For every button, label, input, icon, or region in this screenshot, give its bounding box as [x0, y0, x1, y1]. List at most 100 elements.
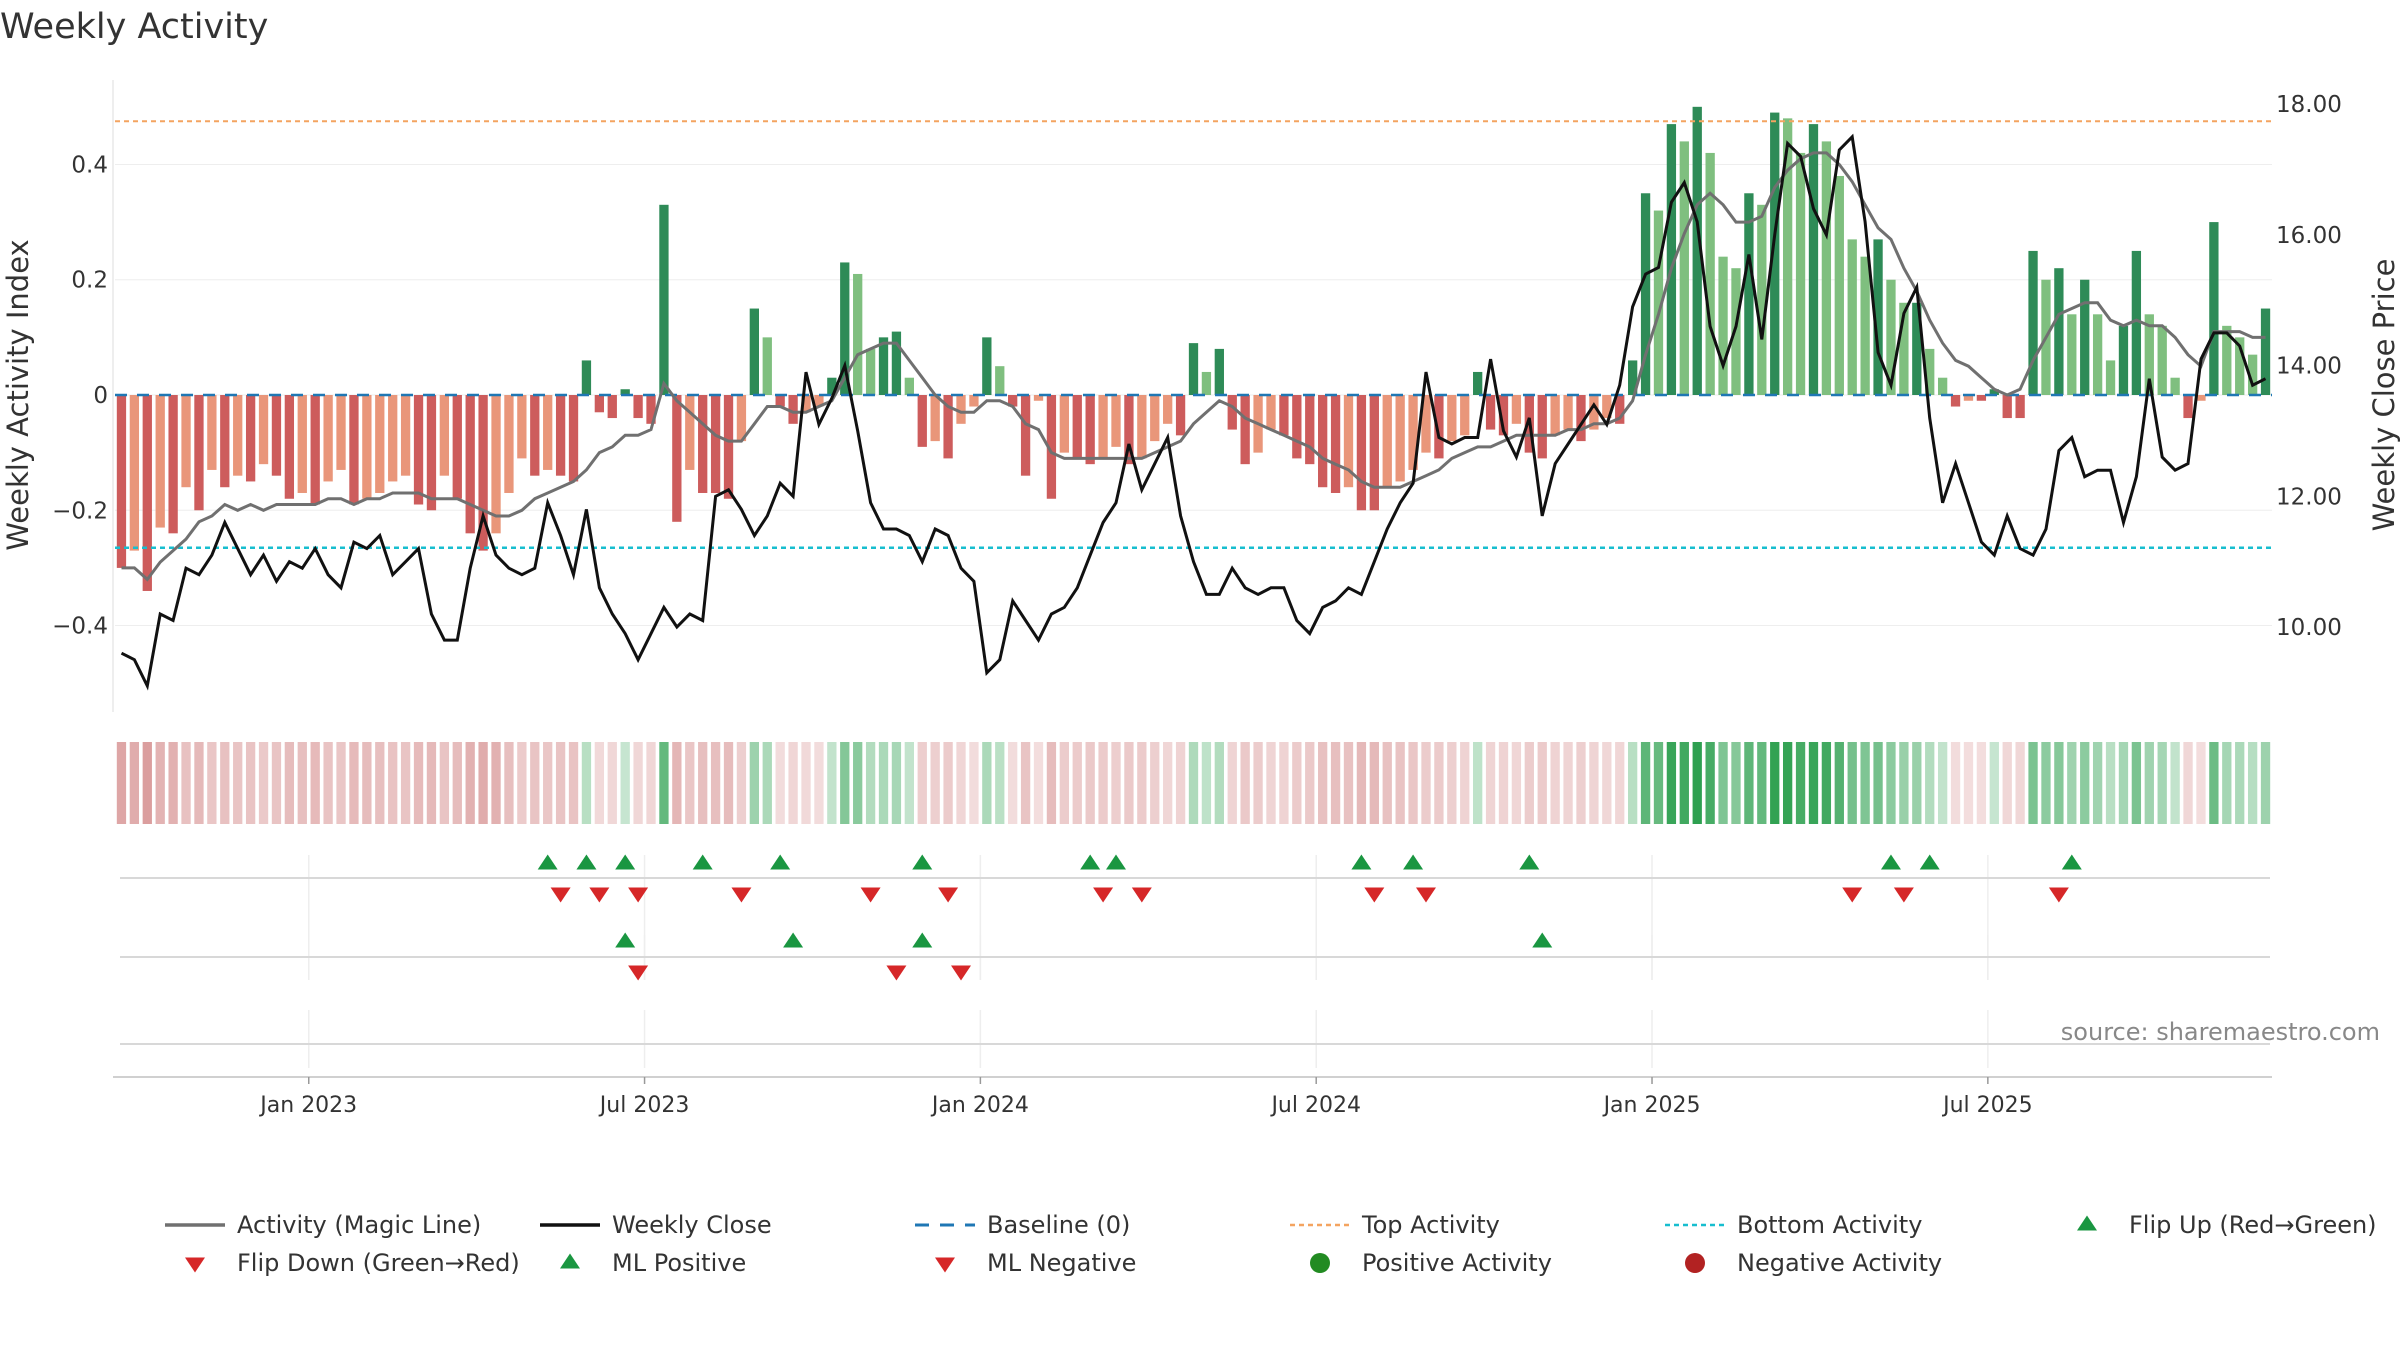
activity-bar: [2002, 395, 2012, 419]
heat-cell: [865, 742, 876, 824]
heat-cell: [904, 742, 914, 824]
activity-bar: [1447, 395, 1457, 442]
activity-bar: [1937, 377, 1948, 395]
legend-label: Bottom Activity: [1737, 1211, 1922, 1239]
activity-bar: [375, 395, 385, 493]
activity-bar: [1343, 395, 1354, 488]
heat-cell: [1950, 742, 1961, 824]
heat-cell: [1473, 742, 1483, 824]
heat-cell: [1615, 742, 1625, 824]
heat-cell: [1782, 742, 1793, 824]
activity-bar: [465, 395, 475, 534]
heat-cell: [1124, 742, 1134, 824]
activity-bar: [1731, 268, 1741, 395]
heat-cell: [1718, 742, 1728, 824]
activity-bar: [1292, 395, 1302, 459]
heat-cell: [2196, 742, 2206, 824]
activity-bar: [969, 395, 979, 407]
heat-cell: [349, 742, 359, 824]
activity-bar: [853, 273, 863, 395]
activity-bar: [995, 366, 1005, 395]
heat-cell: [116, 742, 127, 824]
heat-cell: [1912, 742, 1922, 824]
heat-cell: [594, 742, 605, 824]
flip-down-marker: [550, 887, 571, 903]
heat-cell: [2144, 742, 2154, 824]
heat-cell: [1679, 742, 1689, 824]
flip-up-marker: [912, 854, 933, 870]
activity-bar: [2054, 268, 2064, 395]
activity-bar: [698, 395, 708, 493]
activity-bar: [659, 204, 669, 395]
heat-cell: [1111, 742, 1121, 824]
heat-cell: [1253, 742, 1263, 824]
activity-bar: [1150, 395, 1160, 442]
heat-cell: [2183, 742, 2193, 824]
heat-cell: [607, 742, 617, 824]
activity-bar: [1008, 395, 1018, 407]
heat-cell: [1937, 742, 1948, 824]
heat-cell: [1860, 742, 1870, 824]
activity-bar: [1498, 395, 1509, 436]
activity-bar: [1421, 395, 1431, 453]
ml-negative-marker: [886, 965, 907, 981]
activity-bar: [245, 395, 256, 482]
heat-cell: [581, 742, 592, 824]
legend-label: Weekly Close: [612, 1211, 772, 1239]
heat-cell: [1511, 742, 1522, 824]
heat-cell: [388, 742, 398, 824]
activity-bar: [736, 395, 747, 442]
activity-heat-strip: [116, 742, 2271, 824]
y-tick-left: −0.2: [52, 498, 108, 524]
activity-bar: [1795, 152, 1806, 395]
activity-bar: [388, 395, 398, 482]
heat-cell: [1770, 742, 1780, 824]
heat-cell: [917, 742, 927, 824]
heat-cell: [1757, 742, 1767, 824]
heat-cell: [2041, 742, 2051, 824]
heat-cell: [853, 742, 863, 824]
heat-cell: [1188, 742, 1199, 824]
activity-bar: [1563, 395, 1573, 430]
heat-cell: [1137, 742, 1147, 824]
activity-bar: [1537, 395, 1547, 459]
heat-cell: [840, 742, 850, 824]
activity-bar: [1950, 395, 1961, 407]
heat-cell: [969, 742, 979, 824]
heat-cell: [452, 742, 462, 824]
activity-bar: [1705, 152, 1715, 395]
heat-cell: [775, 742, 785, 824]
heat-cell: [271, 742, 282, 824]
legend-swatch-circle: [1685, 1253, 1705, 1273]
heat-cell: [2092, 742, 2103, 824]
heat-cell: [168, 742, 178, 824]
activity-bar: [1033, 395, 1044, 401]
heat-cell: [891, 742, 902, 824]
activity-bar: [2028, 250, 2038, 395]
activity-bar: [1589, 395, 1599, 430]
heat-cell: [2170, 742, 2180, 824]
heat-cell: [1447, 742, 1457, 824]
flip-down-marker: [860, 887, 881, 903]
heat-cell: [620, 742, 630, 824]
heat-cell: [1318, 742, 1328, 824]
activity-bar: [413, 395, 424, 505]
activity-bar: [710, 395, 721, 493]
activity-bar: [1912, 302, 1922, 395]
heat-cell: [207, 742, 217, 824]
heat-cell: [245, 742, 256, 824]
activity-bar: [362, 395, 372, 499]
activity-bar: [1227, 395, 1237, 430]
legend-label: Negative Activity: [1737, 1249, 1942, 1277]
y-tick-right: 12.00: [2276, 484, 2342, 510]
heat-cell: [194, 742, 204, 824]
activity-bar: [1266, 395, 1276, 430]
activity-bar: [439, 395, 450, 476]
activity-bar: [1356, 395, 1367, 511]
y-tick-right: 14.00: [2276, 354, 2342, 380]
activity-bar: [891, 331, 902, 395]
heat-cell: [555, 742, 566, 824]
x-tick-label: Jul 2024: [1269, 1093, 1361, 1118]
activity-bar: [2067, 314, 2077, 395]
activity-bar: [1434, 395, 1444, 459]
